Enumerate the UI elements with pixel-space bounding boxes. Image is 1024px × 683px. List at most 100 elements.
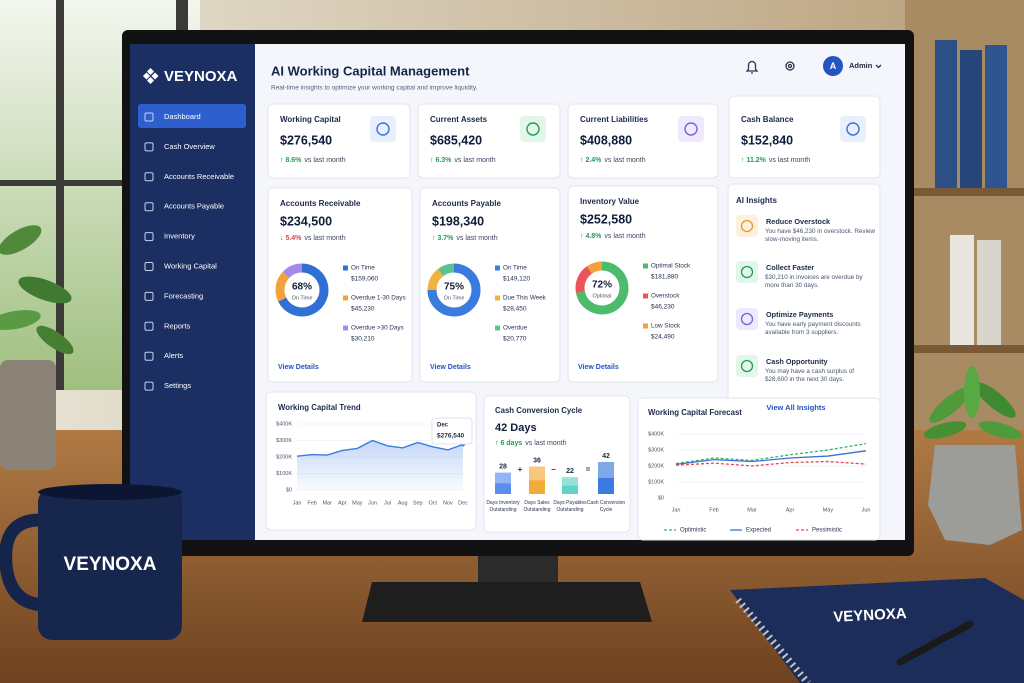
shelf-board — [905, 345, 1024, 353]
plant-right — [923, 366, 1022, 545]
x-tick-label: May — [352, 500, 363, 506]
nav-item[interactable]: Dashboard — [164, 112, 201, 121]
legend-label: Pessimistic — [812, 528, 842, 534]
y-tick-label: $200K — [648, 463, 664, 469]
nav-active — [138, 104, 246, 128]
plant-left — [0, 225, 74, 470]
binder — [960, 50, 982, 188]
change-value: ↑ 8.6% — [280, 157, 302, 164]
change-note: vs last month — [604, 233, 645, 240]
donut-center-caption: Optimal — [593, 293, 612, 299]
legend-label: On Time — [351, 265, 375, 272]
card-title: Inventory Value — [580, 197, 640, 206]
change-value: ↓ 5.4% — [280, 235, 302, 242]
bar-value-label: 28 — [499, 464, 507, 471]
brand: VEYNOXA — [164, 68, 238, 85]
legend-label: Overstock — [651, 293, 680, 300]
change-note: vs last month — [454, 157, 495, 164]
x-tick-label: Apr — [786, 507, 795, 513]
change: ↑ 6.3% vs last month — [430, 157, 496, 164]
line — [675, 460, 867, 467]
nav-item[interactable]: Alerts — [164, 351, 183, 360]
operator: − — [551, 465, 556, 474]
insight-text-box: You may have a cash surplus of $28,600 i… — [765, 368, 855, 384]
x-tick-label: Feb — [709, 507, 718, 513]
nav-item[interactable]: Cash Overview — [164, 142, 215, 151]
binder — [985, 45, 1007, 188]
donut-segment — [586, 261, 603, 274]
nav-item[interactable]: Reports — [164, 321, 191, 330]
gear-icon — [787, 63, 793, 69]
user-name[interactable]: Admin — [849, 61, 873, 70]
logo-part — [142, 72, 151, 80]
card-link[interactable]: View Details — [430, 364, 471, 371]
kpi-title: Current Assets — [430, 115, 488, 124]
dashboard: VEYNOXA Dashboard Cash Overview Accounts Re… — [144, 61, 875, 534]
leaf — [0, 225, 42, 255]
nav-item[interactable]: Inventory — [164, 232, 195, 241]
legend-value: $181,880 — [651, 274, 678, 281]
y-tick-label: $400K — [648, 431, 664, 437]
card-title: Working Capital Trend — [278, 403, 361, 412]
insight-text-box: You have $46,230 in overstock. Review sl… — [765, 228, 875, 243]
donut-center-label: 72% — [592, 280, 612, 291]
kpi-icon — [846, 122, 860, 136]
bar-category-label: Days Inventory Outstanding — [486, 500, 520, 513]
notebook — [730, 578, 1024, 683]
insights-link[interactable]: View All Insights — [766, 403, 825, 412]
x-tick-label: Jan — [293, 500, 302, 506]
nav-item[interactable]: Accounts Receivable — [164, 172, 234, 181]
card-link[interactable]: View Details — [578, 364, 619, 371]
card-value: $198,340 — [432, 214, 484, 228]
shelf-board — [905, 188, 1024, 196]
insight-text: You have early payment discounts availab… — [765, 321, 861, 337]
x-tick-label: Jun — [368, 500, 377, 506]
card — [637, 397, 881, 541]
legend-swatch — [343, 295, 348, 301]
nav-item[interactable]: Settings — [164, 381, 191, 390]
insight-text-box: $30,210 in invoices are overdue by more … — [765, 274, 863, 289]
change-note: vs last month — [456, 235, 497, 242]
x-tick-label: Jul — [384, 500, 391, 506]
insight-icon — [740, 219, 754, 233]
legend-value: $149,120 — [503, 276, 530, 283]
bar-category-label: Days Sales Outstanding — [523, 500, 551, 513]
operator: + — [518, 465, 523, 474]
change-value: ↑ 11.2% — [741, 157, 767, 164]
legend-value: $20,770 — [503, 336, 527, 343]
change-value: ↑ 3.7% — [432, 235, 454, 242]
insight-icon-box — [736, 261, 758, 283]
legend-value: $46,230 — [651, 304, 675, 311]
spiral — [735, 597, 811, 683]
kpi-icon — [526, 122, 540, 136]
legend-swatch — [343, 325, 348, 331]
change-value: ↑ 2.4% — [580, 157, 602, 164]
nav-item[interactable]: Accounts Payable — [164, 202, 224, 211]
foreground: VEYNOXA VEYNOXA — [0, 225, 1024, 683]
nav-item[interactable]: Forecasting — [164, 291, 203, 300]
insight-title: Reduce Overstock — [766, 217, 831, 226]
x-tick-label: Mar — [747, 507, 757, 513]
kpi-value: $408,880 — [580, 133, 632, 147]
bar-value-label: 36 — [533, 457, 541, 464]
kpi-title: Cash Balance — [741, 115, 794, 124]
bar-category-label: Cash Conversion Cycle — [586, 500, 626, 513]
change-note: vs last month — [304, 235, 345, 242]
x-tick-label: Mar — [322, 500, 332, 506]
nav-item[interactable]: Working Capital — [164, 261, 217, 270]
y-tick-label: $200K — [276, 454, 292, 460]
legend-swatch — [343, 265, 348, 271]
change: ↑ 6 days vs last month — [495, 440, 567, 447]
mug-handle — [0, 513, 47, 612]
legend-value: $159,060 — [351, 276, 378, 283]
change-note: vs last month — [525, 440, 566, 447]
x-tick-label: Nov — [443, 500, 453, 506]
insight-text: You may have a cash surplus of $28,600 i… — [765, 368, 855, 384]
header-icons[interactable] — [745, 56, 882, 76]
donut-segment — [427, 269, 444, 291]
x-tick-label: Sep — [413, 500, 423, 506]
leaf — [18, 276, 72, 304]
mug-body — [38, 488, 182, 640]
card-link[interactable]: View Details — [278, 364, 319, 371]
tooltip-title: Dec — [437, 423, 449, 429]
